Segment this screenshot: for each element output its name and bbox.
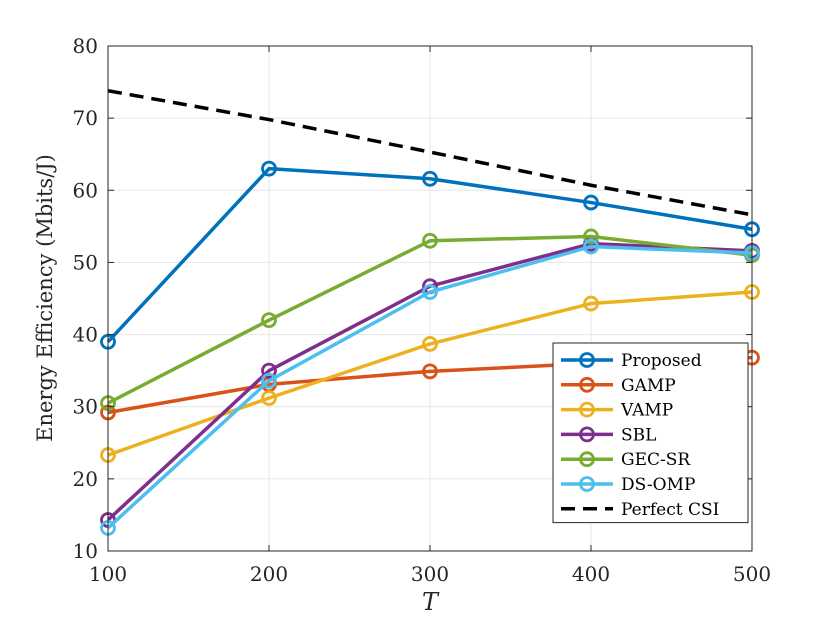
y-tick-label: 80 — [73, 34, 98, 58]
legend-entry-label: VAMP — [620, 401, 673, 421]
data-point — [422, 170, 438, 187]
series-line-proposed — [106, 166, 753, 343]
legend-entry-label: DS-OMP — [621, 475, 695, 495]
y-tick-label: 20 — [73, 467, 98, 491]
data-point — [422, 336, 438, 352]
x-tick-label: 300 — [411, 562, 449, 586]
x-tick-label: 100 — [89, 562, 127, 586]
data-point — [261, 362, 277, 379]
series-line-vamp — [107, 290, 753, 457]
data-point — [583, 228, 599, 245]
legend-entry-label: SBL — [621, 425, 656, 445]
x-tick-label: 200 — [250, 562, 288, 586]
data-point — [422, 232, 438, 249]
legend-swatch-marker — [579, 451, 595, 468]
y-tick-label: 40 — [73, 323, 98, 347]
data-point — [261, 160, 277, 177]
y-axis-label: Energy Efficiency (Mbits/J) — [33, 154, 57, 442]
y-tick-label: 50 — [73, 250, 98, 274]
data-point — [583, 194, 599, 211]
y-tick-label: 10 — [73, 539, 98, 563]
y-tick-label: 70 — [73, 106, 98, 130]
legend-swatch-marker — [579, 352, 595, 368]
legend-entry-label: Proposed — [621, 351, 702, 371]
series-line-ds-omp — [106, 244, 753, 530]
legend: Proposed GAMP VAMP SBL GEC-SR DS-OMP Perfect C… — [552, 342, 749, 524]
y-tick-label: 60 — [73, 178, 98, 202]
legend-swatch-marker — [579, 426, 595, 443]
y-tick-label: 30 — [73, 395, 98, 419]
axis-ticks: 10 20 30 40 50 60 70 80 100 200 300 400 500 — [73, 34, 772, 586]
data-point — [422, 284, 438, 300]
data-point — [583, 238, 599, 255]
data-point — [583, 295, 599, 312]
series-line-gec-sr — [107, 234, 753, 405]
x-tick-label: 400 — [572, 562, 610, 586]
data-point — [261, 372, 277, 389]
legend-swatch-marker — [579, 376, 595, 393]
legend-swatch-marker — [579, 401, 595, 418]
data-point — [261, 312, 277, 329]
legend-entry-label: GEC-SR — [621, 450, 691, 470]
legend-swatch-marker — [579, 476, 595, 492]
x-axis-label: T — [422, 588, 440, 616]
x-tick-label: 500 — [733, 562, 771, 586]
legend-entry-label: Perfect CSI — [621, 500, 719, 520]
legend-entry-label: GAMP — [621, 376, 676, 396]
data-point — [261, 390, 277, 406]
data-point — [422, 363, 438, 380]
